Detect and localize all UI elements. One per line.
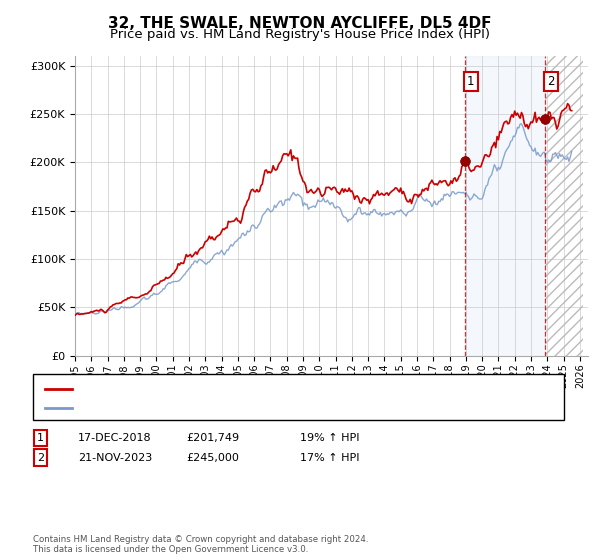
Text: 21-NOV-2023: 21-NOV-2023 (78, 452, 152, 463)
Text: 32, THE SWALE, NEWTON AYCLIFFE, DL5 4DF (detached house): 32, THE SWALE, NEWTON AYCLIFFE, DL5 4DF … (75, 384, 420, 394)
Text: Contains HM Land Registry data © Crown copyright and database right 2024.
This d: Contains HM Land Registry data © Crown c… (33, 535, 368, 554)
Text: 17-DEC-2018: 17-DEC-2018 (78, 433, 152, 443)
Text: 2: 2 (547, 74, 555, 87)
Text: 2: 2 (37, 452, 44, 463)
Text: HPI: Average price, detached house, County Durham: HPI: Average price, detached house, Coun… (75, 403, 364, 413)
Text: £245,000: £245,000 (186, 452, 239, 463)
Text: 1: 1 (37, 433, 44, 443)
Text: Price paid vs. HM Land Registry's House Price Index (HPI): Price paid vs. HM Land Registry's House … (110, 28, 490, 41)
Text: 32, THE SWALE, NEWTON AYCLIFFE, DL5 4DF: 32, THE SWALE, NEWTON AYCLIFFE, DL5 4DF (108, 16, 492, 31)
Text: 19% ↑ HPI: 19% ↑ HPI (300, 433, 359, 443)
Text: 17% ↑ HPI: 17% ↑ HPI (300, 452, 359, 463)
Bar (465, 56, 545, 356)
Text: £201,749: £201,749 (186, 433, 239, 443)
Text: 1: 1 (467, 74, 475, 87)
